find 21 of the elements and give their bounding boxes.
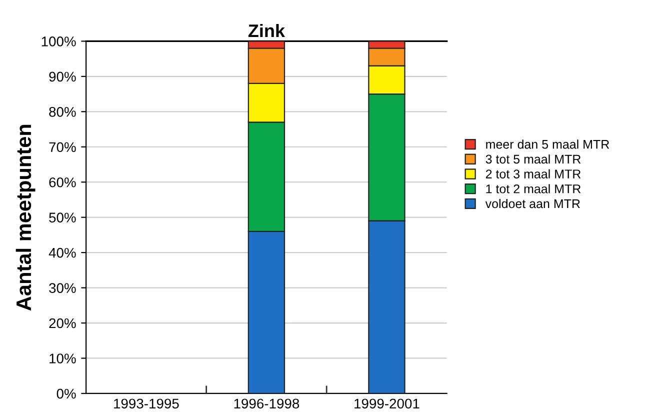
y-tick-label: 20%	[49, 318, 76, 328]
x-tick-label: 1999-2001	[354, 398, 420, 409]
legend-label: 3 tot 5 maal MTR	[486, 154, 581, 164]
y-tick-label: 0%	[56, 388, 76, 399]
y-tick-label: 60%	[49, 177, 76, 188]
legend-label: voldoet aan MTR	[485, 198, 580, 208]
x-tick-label: 1996-1998	[234, 398, 300, 409]
y-tick-label: 90%	[49, 72, 76, 82]
legend-label: meer dan 5 maal MTR	[486, 140, 610, 149]
chart-title: Zink	[248, 24, 286, 38]
y-tick-label: 80%	[49, 106, 76, 117]
y-tick-label: 50%	[49, 212, 76, 222]
legend-label: 1 tot 2 maal MTR	[486, 184, 581, 194]
y-tick-label: 10%	[50, 354, 76, 364]
legend-label: 2 tot 3 maal MTR	[486, 169, 581, 178]
y-tick-label: 70%	[49, 142, 76, 152]
y-axis-title: Aantal meetpunten	[16, 124, 36, 311]
x-tick-label: 1993-1995	[114, 398, 179, 409]
y-tick-label: 30%	[49, 283, 76, 293]
y-tick-label: 100%	[42, 36, 76, 46]
y-tick-label: 40%	[48, 248, 76, 258]
